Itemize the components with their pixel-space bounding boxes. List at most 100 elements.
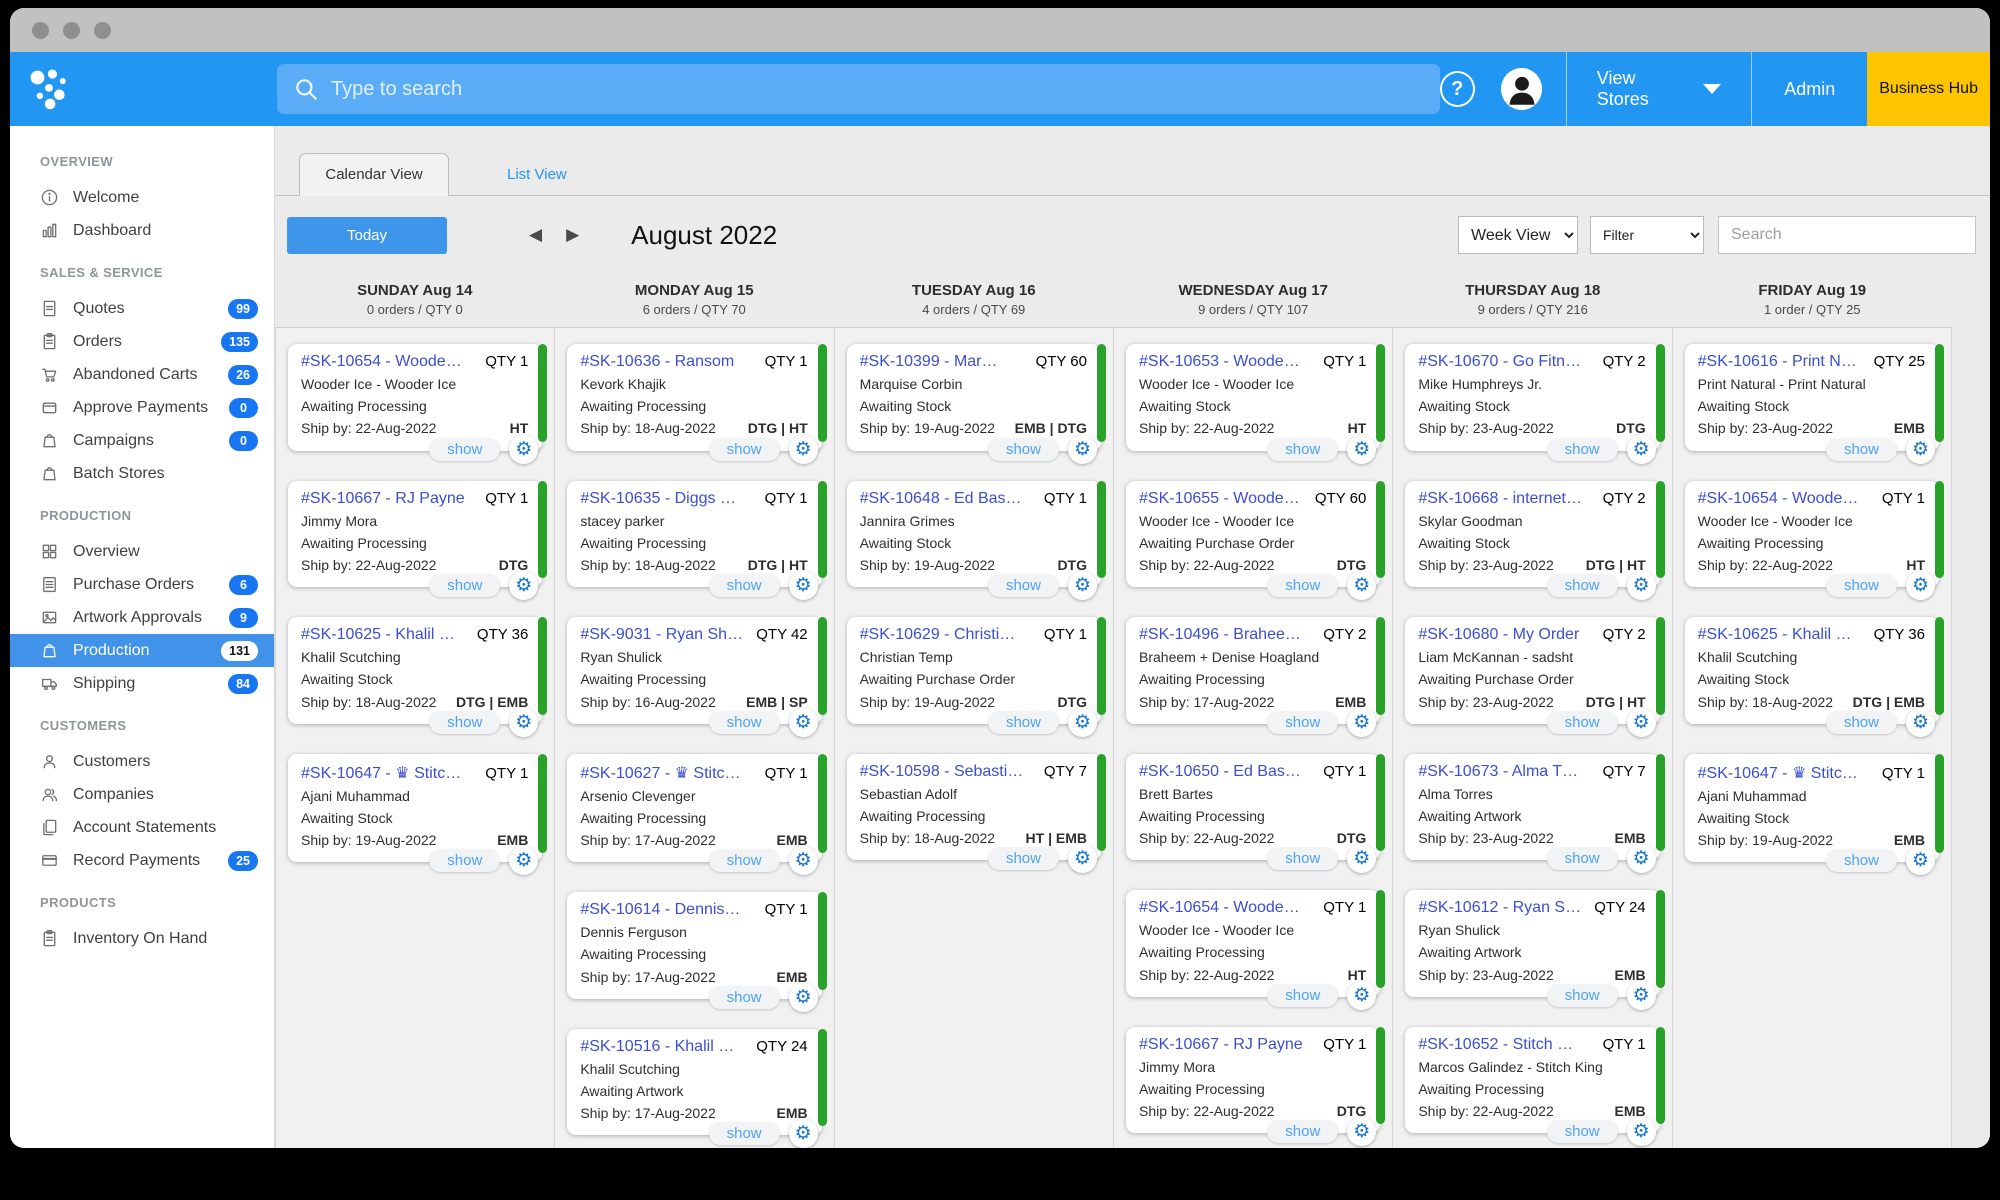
gear-button[interactable]: ⚙ — [509, 571, 539, 601]
gear-button[interactable]: ⚙ — [788, 707, 818, 737]
order-link[interactable]: #SK-10654 - Woode… — [301, 353, 462, 370]
sidebar-item-welcome[interactable]: Welcome — [10, 181, 274, 214]
gear-button[interactable]: ⚙ — [788, 571, 818, 601]
gear-button[interactable]: ⚙ — [1626, 1117, 1656, 1147]
gear-button[interactable]: ⚙ — [1906, 846, 1935, 876]
order-link[interactable]: #SK-10654 - Woode… — [1139, 899, 1300, 917]
order-link[interactable]: #SK-10667 - RJ Payne — [1139, 1035, 1303, 1053]
order-link[interactable]: #SK-10654 - Woode… — [1697, 489, 1859, 507]
prev-week-icon[interactable]: ◀ — [529, 225, 543, 244]
sidebar-item-production[interactable]: Production 131 — [10, 634, 274, 667]
show-button[interactable]: show — [1267, 710, 1339, 734]
show-button[interactable]: show — [1546, 983, 1618, 1007]
order-link[interactable]: #SK-10616 - Print N… — [1697, 353, 1857, 370]
show-button[interactable]: show — [1825, 710, 1897, 734]
show-button[interactable]: show — [1267, 983, 1339, 1007]
gear-button[interactable]: ⚙ — [1626, 434, 1656, 464]
gear-button[interactable]: ⚙ — [1906, 707, 1935, 737]
order-link[interactable]: #SK-10598 - Sebasti… — [859, 762, 1024, 780]
order-link[interactable]: #SK-10516 - Khalil … — [580, 1037, 735, 1055]
order-link[interactable]: #SK-10670 - Go Fitn… — [1418, 353, 1582, 370]
gear-button[interactable]: ⚙ — [788, 434, 818, 464]
show-button[interactable]: show — [1546, 847, 1618, 871]
sidebar-item-customers[interactable]: Customers — [10, 745, 274, 778]
order-link[interactable]: #SK-10653 - Woode… — [1139, 353, 1300, 370]
sidebar-item-purchase-orders[interactable]: Purchase Orders 6 — [10, 568, 274, 601]
sidebar-item-shipping[interactable]: Shipping 84 — [10, 667, 274, 700]
gear-button[interactable]: ⚙ — [509, 707, 539, 737]
window-control-dot[interactable] — [94, 21, 111, 39]
show-button[interactable]: show — [429, 849, 501, 873]
order-link[interactable]: #SK-10612 - Ryan S… — [1418, 899, 1582, 917]
show-button[interactable]: show — [708, 437, 780, 461]
sidebar-item-overview[interactable]: Overview — [10, 535, 274, 568]
help-icon[interactable]: ? — [1439, 71, 1475, 107]
order-link[interactable]: #SK-10635 - Diggs … — [580, 489, 736, 507]
tab-list-view[interactable]: List View — [507, 166, 567, 183]
order-link[interactable]: #SK-10667 - RJ Payne — [301, 489, 465, 507]
show-button[interactable]: show — [1825, 437, 1897, 461]
show-button[interactable]: show — [987, 710, 1059, 734]
order-link[interactable]: #SK-10652 - Stitch … — [1418, 1035, 1574, 1053]
gear-button[interactable]: ⚙ — [1347, 1117, 1377, 1147]
sidebar-item-inventory-on-hand[interactable]: Inventory On Hand — [10, 922, 274, 955]
filter-select[interactable]: Filter — [1590, 216, 1704, 254]
order-link[interactable]: #SK-10647 - ♛ Stitc… — [301, 764, 462, 782]
show-button[interactable]: show — [429, 574, 501, 598]
sidebar-item-artwork-approvals[interactable]: Artwork Approvals 9 — [10, 601, 274, 634]
next-week-icon[interactable]: ▶ — [566, 225, 580, 244]
order-link[interactable]: #SK-10673 - Alma T… — [1418, 762, 1579, 780]
gear-button[interactable]: ⚙ — [788, 1119, 818, 1148]
gear-button[interactable]: ⚙ — [509, 434, 539, 464]
order-link[interactable]: #SK-10680 - My Order — [1418, 626, 1580, 644]
order-link[interactable]: #SK-10668 - internet… — [1418, 489, 1582, 507]
sidebar-item-batch-stores[interactable]: Batch Stores — [10, 457, 274, 490]
global-search-input[interactable] — [331, 77, 1424, 101]
calendar-search-input[interactable] — [1718, 216, 1976, 254]
order-link[interactable]: #SK-9031 - Ryan Sh… — [580, 626, 744, 644]
show-button[interactable]: show — [1267, 847, 1339, 871]
order-link[interactable]: #SK-10648 - Ed Bas… — [859, 489, 1022, 507]
window-control-dot[interactable] — [63, 21, 80, 39]
gear-button[interactable]: ⚙ — [1626, 707, 1656, 737]
order-link[interactable]: #SK-10496 - Brahee… — [1139, 626, 1301, 644]
show-button[interactable]: show — [1546, 437, 1618, 461]
show-button[interactable]: show — [1825, 574, 1897, 598]
gear-button[interactable]: ⚙ — [1347, 844, 1377, 874]
show-button[interactable]: show — [708, 849, 780, 873]
order-link[interactable]: #SK-10647 - ♛ Stitc… — [1697, 764, 1858, 782]
show-button[interactable]: show — [1267, 437, 1339, 461]
gear-button[interactable]: ⚙ — [1626, 980, 1656, 1010]
gear-button[interactable]: ⚙ — [1906, 434, 1935, 464]
admin-link[interactable]: Admin — [1784, 78, 1836, 99]
view-stores-menu[interactable]: View Stores — [1567, 52, 1751, 126]
gear-button[interactable]: ⚙ — [1347, 707, 1377, 737]
order-link[interactable]: #SK-10636 - Ransom — [580, 353, 735, 370]
sidebar-item-record-payments[interactable]: Record Payments 25 — [10, 844, 274, 877]
gear-button[interactable]: ⚙ — [509, 846, 539, 876]
sidebar-item-approve-payments[interactable]: Approve Payments 0 — [10, 391, 274, 424]
show-button[interactable]: show — [708, 985, 780, 1009]
show-button[interactable]: show — [708, 574, 780, 598]
order-link[interactable]: #SK-10629 - Christi… — [859, 626, 1016, 644]
sidebar-item-dashboard[interactable]: Dashboard — [10, 214, 274, 247]
gear-button[interactable]: ⚙ — [788, 846, 818, 876]
order-link[interactable]: #SK-10655 - Woode… — [1139, 489, 1300, 507]
show-button[interactable]: show — [429, 437, 501, 461]
show-button[interactable]: show — [987, 847, 1059, 871]
sidebar-item-quotes[interactable]: Quotes 99 — [10, 292, 274, 325]
business-hub-button[interactable]: Business Hub — [1867, 52, 1990, 126]
show-button[interactable]: show — [708, 710, 780, 734]
sidebar-item-account-statements[interactable]: Account Statements — [10, 811, 274, 844]
sidebar-item-abandoned-carts[interactable]: Abandoned Carts 26 — [10, 358, 274, 391]
show-button[interactable]: show — [1546, 574, 1618, 598]
sidebar-item-orders[interactable]: Orders 135 — [10, 325, 274, 358]
gear-button[interactable]: ⚙ — [1068, 844, 1097, 874]
window-control-dot[interactable] — [32, 21, 49, 39]
order-link[interactable]: #SK-10627 - ♛ Stitc… — [580, 764, 741, 782]
today-button[interactable]: Today — [287, 216, 447, 254]
tab-calendar-view[interactable]: Calendar View — [299, 153, 449, 196]
order-link[interactable]: #SK-10614 - Dennis… — [580, 901, 741, 919]
show-button[interactable]: show — [1546, 1120, 1618, 1144]
show-button[interactable]: show — [987, 437, 1059, 461]
